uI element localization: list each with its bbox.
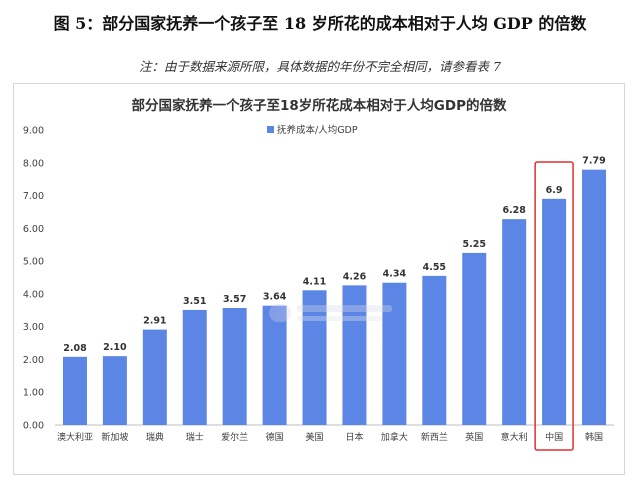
- x-tick-label: 意大利: [501, 431, 528, 443]
- x-tick-label: 美国: [306, 431, 324, 443]
- data-label: 4.34: [383, 269, 407, 280]
- bar: [462, 252, 487, 425]
- data-label: 3.57: [223, 294, 246, 305]
- bar: [182, 309, 207, 425]
- x-tick-label: 新西兰: [421, 431, 448, 443]
- x-tick-label: 德国: [266, 431, 284, 443]
- bar: [422, 275, 447, 425]
- bar: [502, 219, 527, 425]
- data-label: 5.25: [463, 239, 486, 250]
- bar: [342, 285, 367, 425]
- legend-swatch: [267, 126, 274, 133]
- data-label: 4.55: [423, 262, 446, 273]
- bar: [62, 356, 87, 425]
- x-tick-label: 新加坡: [101, 431, 128, 443]
- x-tick-label: 瑞士: [186, 431, 204, 443]
- x-tick-label: 韩国: [585, 431, 603, 443]
- x-tick-label: 日本: [345, 431, 363, 443]
- y-tick-label: 4.00: [23, 289, 44, 300]
- legend-label: 抚养成本/人均GDP: [277, 124, 358, 136]
- bar: [262, 305, 287, 425]
- x-tick-label: 英国: [465, 431, 483, 443]
- x-tick-label: 中国: [545, 431, 563, 443]
- x-tick-label: 澳大利亚: [57, 431, 93, 443]
- chart-frame: 部分国家抚养一个孩子至18岁所花成本相对于人均GDP的倍数 0.00 1.00 2.0…: [13, 83, 625, 475]
- bar: [582, 169, 607, 425]
- y-tick-label: 7.00: [23, 191, 44, 202]
- bar: [302, 290, 327, 425]
- bar-chart: 部分国家抚养一个孩子至18岁所花成本相对于人均GDP的倍数 0.00 1.00 2.0…: [23, 97, 614, 451]
- data-label: 6.9: [546, 185, 563, 196]
- bar: [222, 307, 247, 425]
- data-label: 4.26: [343, 271, 367, 282]
- y-tick-label: 1.00: [23, 388, 44, 399]
- bar: [542, 198, 567, 425]
- figure-note: 注：由于数据来源所限，具体数据的年份不完全相同，请参看表 7: [139, 59, 501, 74]
- data-label: 3.51: [183, 296, 206, 307]
- chart-title: 部分国家抚养一个孩子至18岁所花成本相对于人均GDP的倍数: [132, 97, 507, 114]
- bar: [382, 282, 407, 425]
- data-label: 7.79: [582, 156, 605, 167]
- y-tick-label: 6.00: [23, 224, 44, 235]
- watermark-logo: [269, 302, 399, 328]
- y-tick-label: 8.00: [23, 158, 44, 169]
- y-tick-label: 9.00: [23, 126, 44, 137]
- data-label: 6.28: [502, 205, 526, 216]
- x-tick-label: 爱尔兰: [221, 431, 248, 443]
- y-tick-label: 2.00: [23, 355, 44, 366]
- x-tick-label: 瑞典: [146, 431, 164, 443]
- y-tick-label: 5.00: [23, 257, 44, 268]
- data-label: 3.64: [263, 292, 287, 303]
- x-tick-label: 加拿大: [381, 431, 408, 443]
- bar: [102, 356, 127, 425]
- y-tick-label: 0.00: [23, 421, 44, 432]
- data-label: 2.10: [103, 342, 127, 353]
- data-label: 2.91: [143, 316, 166, 327]
- bar: [142, 329, 167, 425]
- y-tick-label: 3.00: [23, 322, 44, 333]
- highlight-box: [534, 161, 574, 451]
- data-label: 2.08: [63, 343, 87, 354]
- data-label: 4.11: [303, 276, 326, 287]
- figure-title: 图 5：部分国家抚养一个孩子至 18 岁所花的成本相对于人均 GDP 的倍数: [53, 14, 587, 33]
